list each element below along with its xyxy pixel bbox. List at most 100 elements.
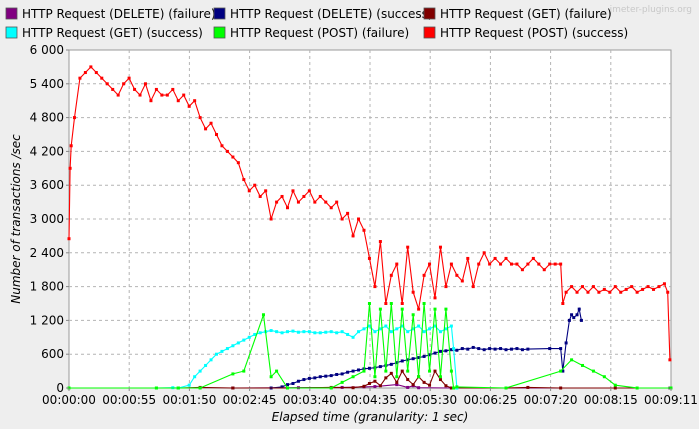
data-point [400,324,404,328]
data-point [357,368,361,372]
data-point [318,331,322,335]
data-point [269,329,273,333]
data-point [406,245,410,249]
data-point [236,161,240,165]
y-axis-label: Number of transactions /sec [9,134,23,304]
data-point [433,296,437,300]
data-point [433,324,437,328]
data-point [411,357,415,361]
data-point [657,285,661,289]
data-point [477,347,481,351]
data-point [411,383,415,387]
data-point [242,178,246,182]
data-point [499,347,503,351]
data-point [275,200,279,204]
data-point [564,290,568,294]
data-point [111,87,115,91]
data-point [351,335,355,339]
data-point [444,327,448,331]
data-point [318,194,322,198]
data-series [67,65,673,390]
data-point [68,166,72,170]
data-point [504,386,508,390]
data-point [231,386,235,390]
data-point [389,330,393,334]
data-point [264,189,268,193]
data-point [520,348,524,352]
data-point [411,313,415,317]
data-point [613,285,617,289]
data-point [225,347,229,351]
data-point [373,379,377,383]
x-tick-label: 00:05:30 [403,393,457,407]
y-tick-label: 3 000 [30,212,64,226]
data-point [367,381,371,385]
data-point [411,290,415,294]
data-point [286,206,290,210]
series-http-request-post-failure [67,302,673,390]
data-point [362,384,366,388]
data-point [346,370,350,374]
y-tick-label: 1 800 [30,280,64,294]
data-point [149,99,153,103]
data-point [253,183,257,187]
data-point [624,287,628,291]
data-point [428,369,432,373]
data-point [444,349,448,353]
data-point [351,375,355,379]
data-point [619,290,623,294]
data-point [378,384,382,388]
grid-lines [69,50,671,388]
data-point [477,262,481,266]
data-point [482,348,486,352]
data-point [444,285,448,289]
data-point [335,372,339,376]
data-point [400,369,404,373]
data-point [286,330,290,334]
data-point [373,285,377,289]
data-point [373,366,377,370]
data-point [559,347,563,351]
data-point [280,385,284,389]
data-point [296,200,300,204]
data-point [520,268,524,272]
data-point [666,290,670,294]
data-point [460,347,464,351]
data-point [509,262,513,266]
x-tick-label: 00:00:55 [102,393,156,407]
data-point [154,386,158,390]
data-point [581,285,585,289]
data-point [340,217,344,221]
data-point [428,327,432,331]
data-point [247,189,251,193]
data-point [641,287,645,291]
data-point [253,332,257,336]
series-http-request-delete-success [231,307,583,390]
data-point [499,262,503,266]
data-point [668,358,672,362]
data-point [422,302,426,305]
data-point [302,330,306,334]
data-point [406,358,410,362]
data-point [389,371,393,375]
x-tick-label: 00:03:40 [283,393,337,407]
y-tick-label: 6 000 [30,43,64,57]
data-point [313,376,317,380]
data-point [280,331,284,335]
data-point [526,262,530,266]
data-point [466,256,470,260]
data-point [575,290,579,294]
data-point [367,366,371,370]
data-point [389,362,393,366]
data-point [635,290,639,294]
data-point [182,93,186,97]
data-point [400,307,404,311]
data-point [335,331,339,335]
x-tick-label: 00:00:00 [42,393,96,407]
data-point [591,369,595,373]
data-point [176,99,180,103]
data-point [455,385,459,389]
data-point [389,273,393,277]
data-point [378,365,382,369]
